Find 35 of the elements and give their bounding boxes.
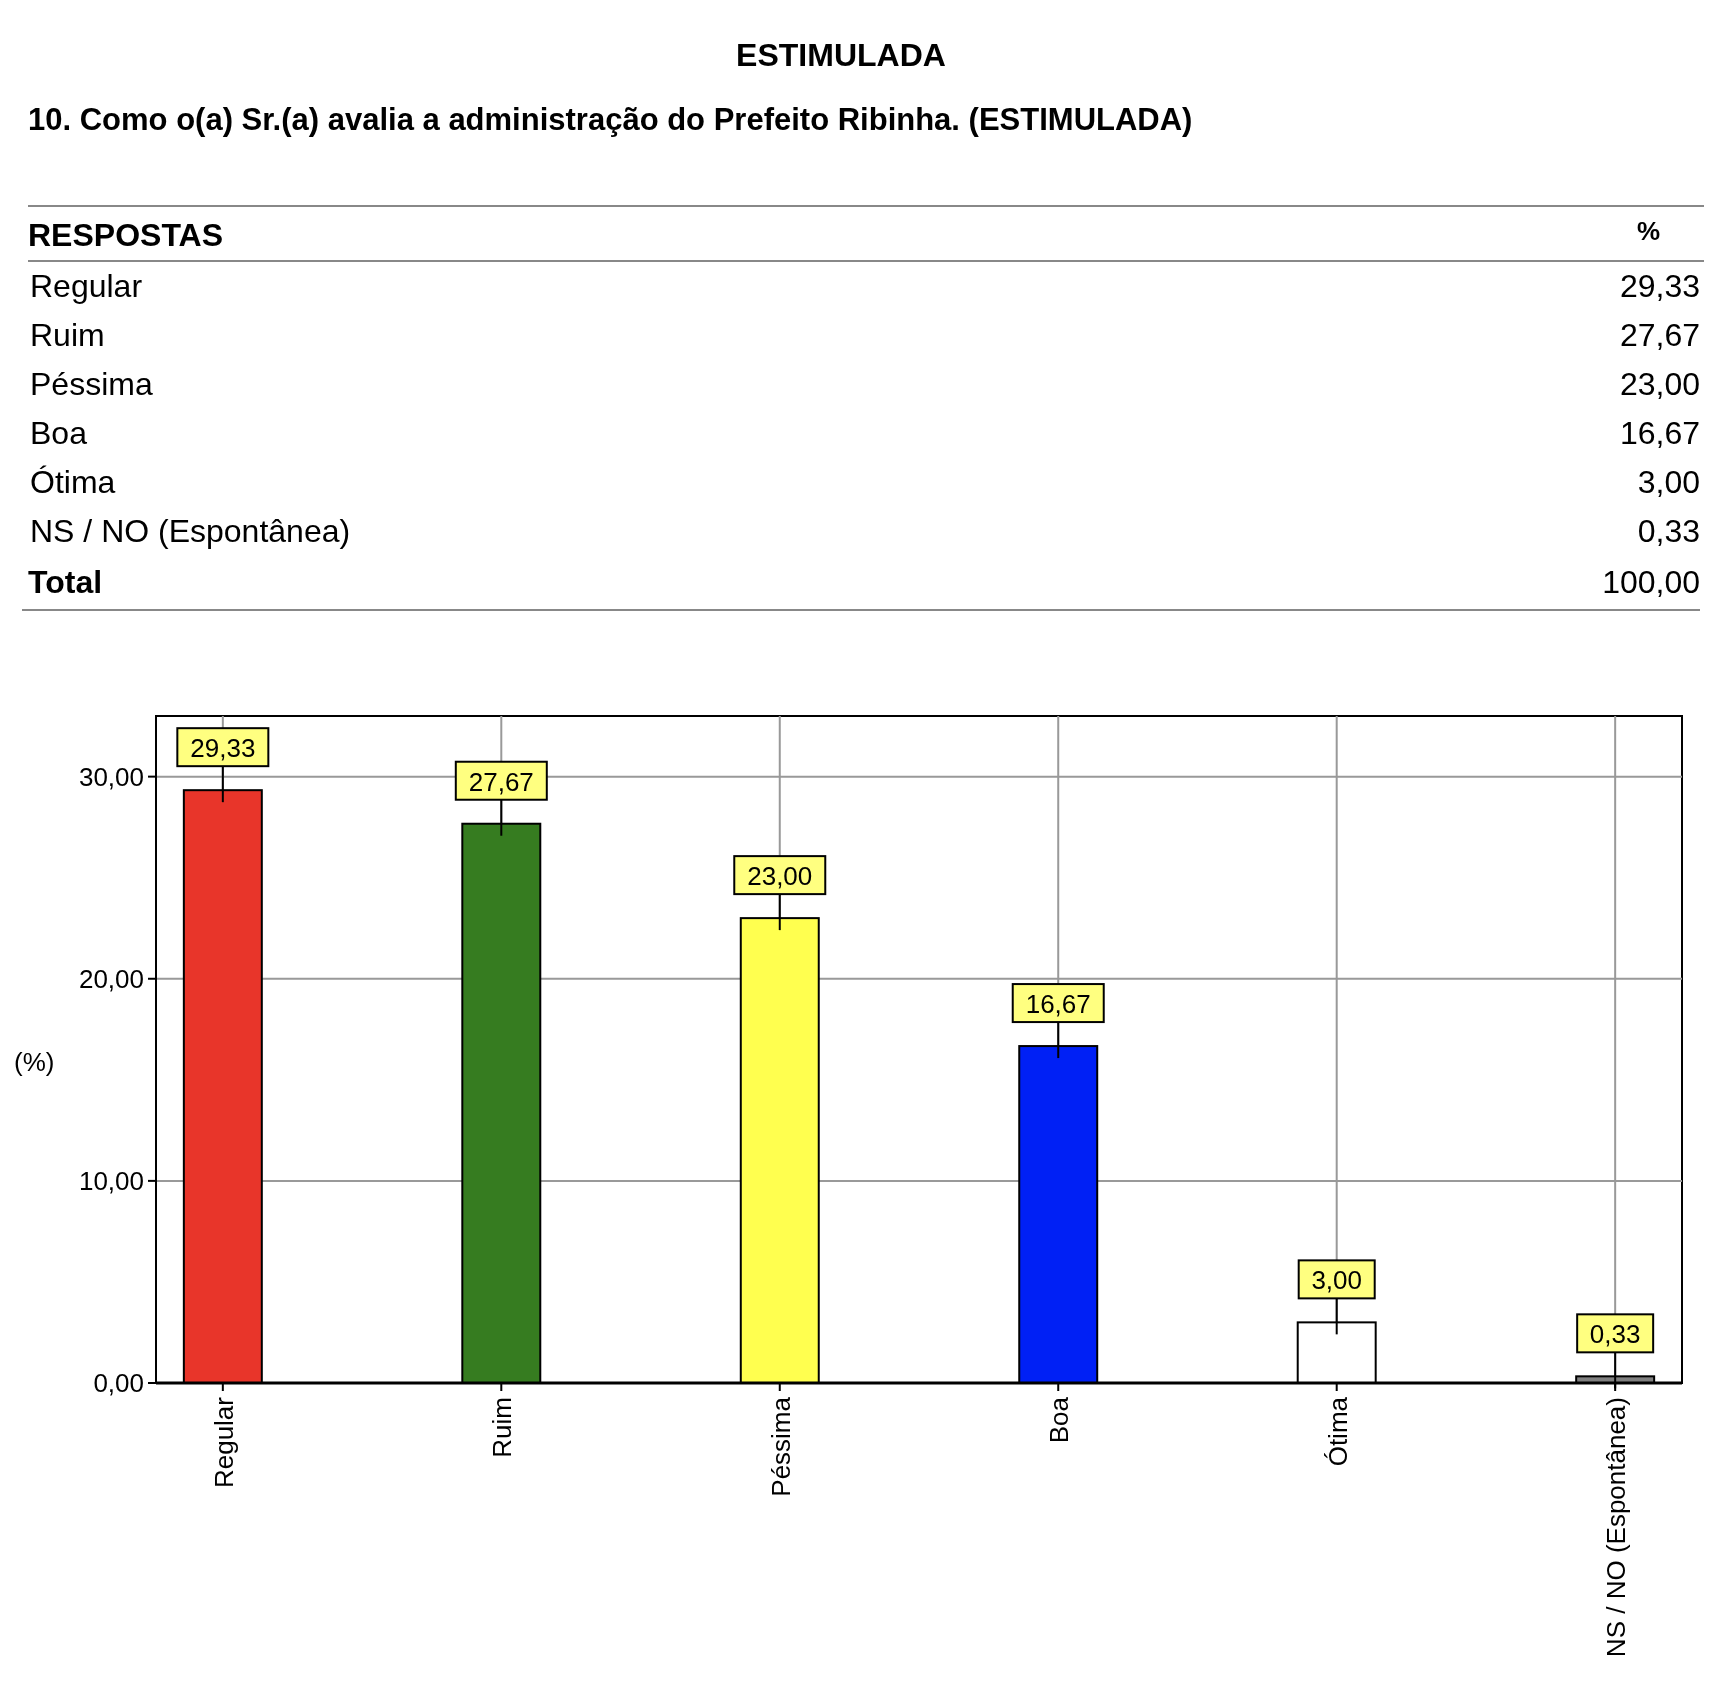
x-tick-label: Péssima [765,1396,796,1497]
text: 23,00 [1619,366,1700,402]
data-label: 23,00 [747,861,813,892]
chart-subtitle: 10. Como o(a) Sr.(a) avalia a administração do Prefeito Ribinha. (ESTIMULADA) [28,102,1193,137]
data-label: 27,67 [468,766,534,797]
text: 16,67 [1619,415,1700,451]
text: % [1636,216,1660,246]
y-axis-title: (%) [14,1047,55,1077]
text: 3,00 [1637,464,1700,500]
text: 0,33 [1637,513,1700,549]
y-tick-label: 10,00 [78,1165,144,1196]
y-tick-label: 0,00 [93,1368,144,1398]
data-label: 16,67 [1025,989,1091,1020]
x-tick-label: Regular [208,1396,239,1489]
data-label: 0,33 [1589,1319,1641,1350]
text: RESPOSTAS [28,217,223,253]
x-tick-label: Ruim [487,1397,518,1458]
category-label: Péssima [30,366,153,402]
data-label: 29,33 [190,733,256,764]
text: Total [28,564,103,600]
text: 100,00 [1602,564,1700,600]
category-label: NS / NO (Espontânea) [30,513,351,549]
category-label: Regular [30,268,143,304]
x-tick-label: Ótima [1322,1396,1353,1467]
x-tick-label: NS / NO (Espontânea) [1601,1397,1632,1658]
text: 27,67 [1619,317,1700,353]
y-tick-label: 30,00 [78,761,144,792]
x-tick-label: Boa [1044,1396,1075,1444]
category-label: Boa [30,415,87,451]
category-label: Ruim [30,317,105,353]
y-tick-label: 20,00 [78,963,144,994]
data-label: 3,00 [1311,1265,1363,1296]
category-label: Ótima [30,464,116,500]
chart-title: ESTIMULADA [736,37,946,73]
text: 29,33 [1619,268,1700,304]
